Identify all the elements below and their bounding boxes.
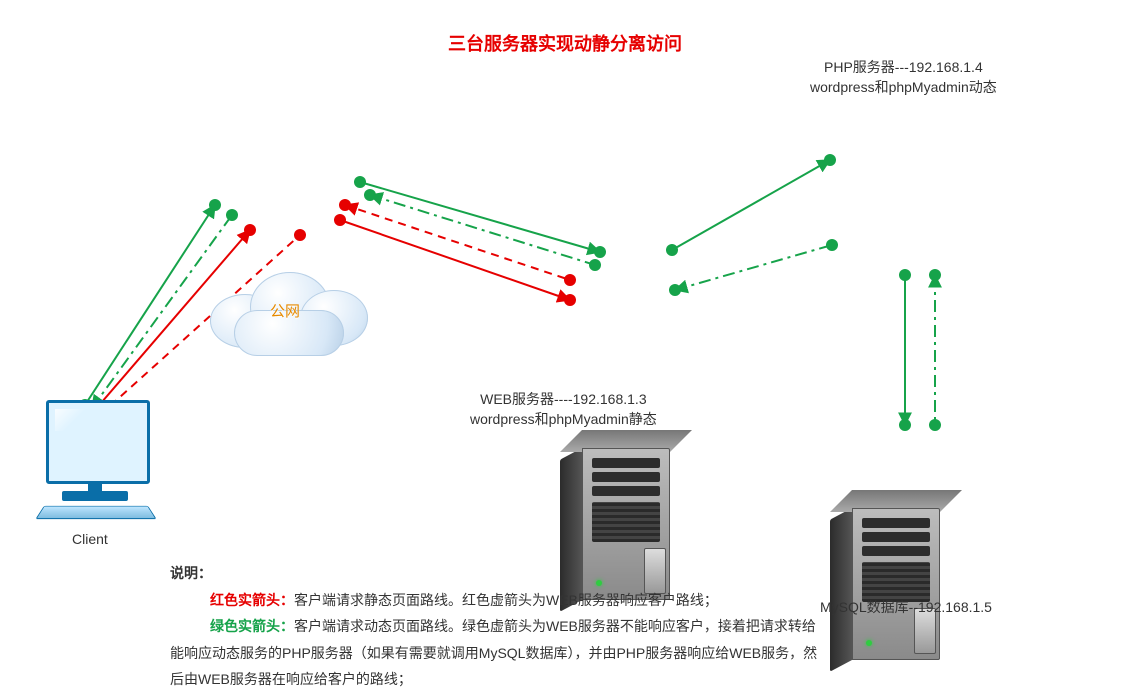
endpoint-dot <box>294 229 306 241</box>
endpoint-dot <box>899 269 911 281</box>
endpoint-dot <box>929 419 941 431</box>
web-server-label: WEB服务器----192.168.1.3 wordpress和phpMyadm… <box>470 390 657 429</box>
endpoint-dot <box>244 224 256 236</box>
endpoint-dot <box>209 199 221 211</box>
endpoint-dot <box>826 239 838 251</box>
edge-web-php <box>675 245 832 290</box>
endpoint-dot <box>929 269 941 281</box>
endpoint-dot <box>669 284 681 296</box>
edge-cloud-web <box>360 182 600 252</box>
endpoint-dot <box>589 259 601 271</box>
diagram-title: 三台服务器实现动静分离访问 <box>448 30 682 56</box>
endpoint-dot <box>564 294 576 306</box>
cloud-node: 公网 <box>190 260 380 360</box>
endpoint-dot <box>899 419 911 431</box>
legend-heading: 说明： <box>170 560 930 587</box>
endpoint-dot <box>354 176 366 188</box>
endpoint-dot <box>666 244 678 256</box>
edge-cloud-web <box>370 195 595 265</box>
endpoint-dot <box>594 246 606 258</box>
endpoint-dot <box>339 199 351 211</box>
endpoint-dot <box>364 189 376 201</box>
client-label: Client <box>72 530 108 550</box>
legend-row: 红色实箭头：客户端请求静态页面路线。红色虚箭头为WEB服务器响应客户路线； <box>170 587 930 614</box>
legend-tail: 能响应动态服务的PHP服务器（如果有需要就调用MySQL数据库），并由PHP服务… <box>170 640 930 693</box>
php-server-label: PHP服务器---192.168.1.4 wordpress和phpMyadmi… <box>810 58 997 97</box>
endpoint-dot <box>226 209 238 221</box>
legend-row: 绿色实箭头：客户端请求动态页面路线。绿色虚箭头为WEB服务器不能响应客户，接着把… <box>170 613 930 640</box>
cloud-label: 公网 <box>190 300 380 321</box>
client-node <box>40 400 150 520</box>
endpoint-dot <box>824 154 836 166</box>
legend-block: 说明：红色实箭头：客户端请求静态页面路线。红色虚箭头为WEB服务器响应客户路线；… <box>170 560 930 693</box>
edge-web-php <box>672 160 830 250</box>
endpoint-dot <box>334 214 346 226</box>
endpoint-dot <box>564 274 576 286</box>
